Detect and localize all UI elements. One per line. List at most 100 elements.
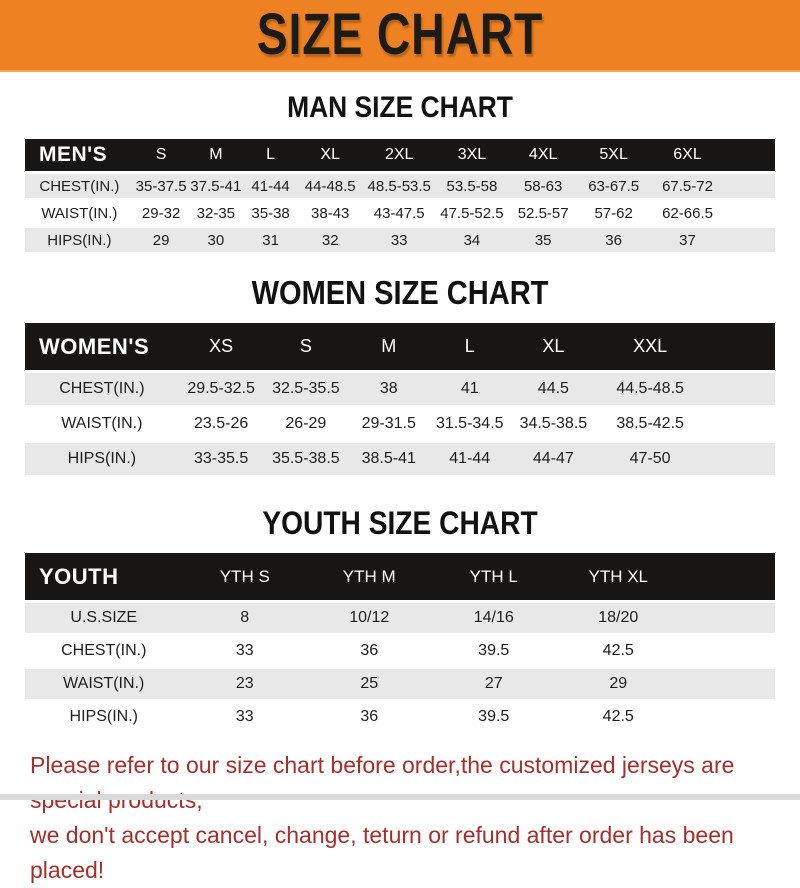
men-col-header: S [133,139,189,171]
women-cell: 41-44 [429,443,511,476]
youth-waist-row: WAIST(IN.) 23 25 27 29 [25,669,775,700]
men-header-label: MEN'S [25,139,134,171]
spacer-cell [703,408,775,441]
youth-hips-row: HIPS(IN.) 33 36 39.5 42.5 [25,702,775,733]
women-col-header: S [263,323,349,371]
women-cell: 38.5-42.5 [596,408,704,441]
youth-row-label: U.S.SIZE [25,603,183,634]
youth-cell: 42.5 [556,702,681,733]
men-row-label: CHEST(IN.) [25,174,134,198]
men-cell: 31 [243,228,298,252]
spacer-cell [726,228,775,252]
men-header-row: MEN'S S M L XL 2XL 3XL 4XL 5XL 6XL [25,139,775,171]
women-cell: 26-29 [263,408,349,441]
women-cell: 23.5-26 [178,408,264,441]
youth-cell: 10/12 [307,603,432,634]
men-cell: 43-47.5 [362,201,436,225]
men-row-label: WAIST(IN.) [25,201,134,225]
youth-cell: 8 [182,603,307,634]
women-col-header: XXL [596,323,704,371]
women-cell: 29-31.5 [348,408,430,441]
men-col-header: L [243,139,298,171]
men-col-header: M [188,139,244,171]
women-waist-row: WAIST(IN.) 23.5-26 26-29 29-31.5 31.5-34… [25,408,775,441]
banner-title: SIZE CHART [256,2,544,67]
women-header-label: WOMEN'S [25,323,179,371]
men-size-table: MEN'S S M L XL 2XL 3XL 4XL 5XL 6XL CHEST… [25,136,775,255]
men-cell: 52.5-57 [507,201,579,225]
men-col-header: 5XL [578,139,649,171]
men-cell: 36 [578,228,649,252]
men-cell: 48.5-53.5 [362,174,436,198]
men-cell: 62-66.5 [648,201,727,225]
youth-row-label: CHEST(IN.) [25,636,183,667]
women-size-table: WOMEN'S XS S M L XL XXL CHEST(IN.) 29.5-… [25,320,775,478]
spacer-cell [726,174,775,198]
women-col-header: M [348,323,430,371]
youth-col-header: YTH L [431,553,556,601]
women-row-label: CHEST(IN.) [25,373,179,406]
men-cell: 32-35 [188,201,244,225]
men-cell: 53.5-58 [435,174,508,198]
youth-cell: 27 [431,669,556,700]
men-cell: 33 [362,228,436,252]
men-cell: 30 [188,228,244,252]
women-cell: 38 [348,373,430,406]
women-cell: 35.5-38.5 [263,443,349,476]
spacer-cell [680,702,775,733]
youth-cell: 33 [182,636,307,667]
men-cell: 63-67.5 [578,174,649,198]
men-col-header: 2XL [362,139,436,171]
women-col-header: XL [510,323,597,371]
youth-chest-row: CHEST(IN.) 33 36 39.5 42.5 [25,636,775,667]
women-cell: 47-50 [596,443,704,476]
men-cell: 67.5-72 [648,174,727,198]
spacer-cell [680,603,775,634]
women-cell: 32.5-35.5 [263,373,349,406]
men-cell: 35 [507,228,579,252]
youth-col-header: YTH XL [556,553,681,601]
men-col-header: XL [297,139,363,171]
youth-cell: 29 [556,669,681,700]
men-cell: 38-43 [297,201,363,225]
youth-ussize-row: U.S.SIZE 8 10/12 14/16 18/20 [25,603,775,634]
men-cell: 29-32 [133,201,189,225]
men-col-header: 3XL [435,139,508,171]
women-cell: 31.5-34.5 [429,408,511,441]
spacer-cell [680,669,775,700]
youth-cell: 25 [307,669,432,700]
men-cell: 32 [297,228,363,252]
youth-cell: 18/20 [556,603,681,634]
women-row-label: WAIST(IN.) [25,408,179,441]
men-row-label: HIPS(IN.) [25,228,134,252]
youth-cell: 42.5 [556,636,681,667]
youth-cell: 39.5 [431,636,556,667]
youth-section-title: YOUTH SIZE CHART [262,505,538,542]
women-col-header: XS [178,323,264,371]
women-section-title: WOMEN SIZE CHART [251,274,549,311]
men-cell: 34 [435,228,508,252]
men-hips-row: HIPS(IN.) 29 30 31 32 33 34 35 36 37 [25,228,775,252]
spacer-cell [726,201,775,225]
men-col-header: 6XL [648,139,727,171]
women-col-header: L [429,323,511,371]
women-cell: 44.5-48.5 [596,373,704,406]
women-cell: 44.5 [510,373,597,406]
spacer-cell [703,373,775,406]
spacer-cell [703,323,775,371]
youth-row-label: WAIST(IN.) [25,669,183,700]
men-section-title: MAN SIZE CHART [287,91,513,124]
women-chest-row: CHEST(IN.) 29.5-32.5 32.5-35.5 38 41 44.… [25,373,775,406]
women-cell: 34.5-38.5 [510,408,597,441]
youth-cell: 33 [182,702,307,733]
women-cell: 33-35.5 [178,443,264,476]
women-header-row: WOMEN'S XS S M L XL XXL [25,323,775,371]
size-chart-banner: SIZE CHART [0,0,800,72]
youth-size-table: YOUTH YTH S YTH M YTH L YTH XL U.S.SIZE … [25,550,775,735]
youth-cell: 39.5 [431,702,556,733]
youth-col-header: YTH M [307,553,432,601]
men-cell: 57-62 [578,201,649,225]
men-cell: 35-37.5 [133,174,189,198]
youth-cell: 23 [182,669,307,700]
disclaimer-line-1: Please refer to our size chart before or… [30,752,735,814]
